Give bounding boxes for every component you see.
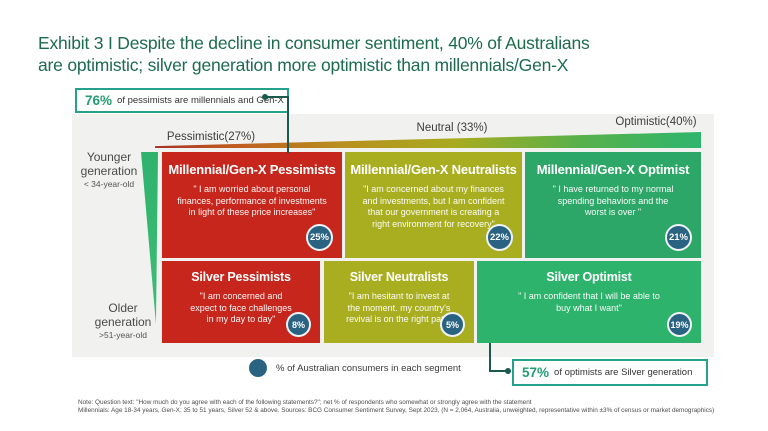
- row-label-older: Older generation >51-year-old: [84, 301, 162, 340]
- percent-badge: 5%: [440, 312, 465, 337]
- title-line-1: Exhibit 3 I Despite the decline in consu…: [38, 33, 590, 53]
- callout-pessimists: 76% of pessimists are millennials and Ge…: [75, 88, 289, 113]
- segment-title: Millennial/Gen-X Neutralists: [350, 162, 517, 177]
- segment-card-silver-neutralists: Silver Neutralists "I am hesitant to inv…: [324, 261, 474, 343]
- callout-optimists: 57% of optimists are Silver generation: [512, 359, 708, 386]
- row-label-younger-title: Younger generation: [80, 150, 138, 178]
- segment-quote: "I am concerned and expect to face chall…: [190, 291, 292, 324]
- connector-line-top-vertical: [287, 96, 289, 153]
- footnote-line-2: Millennials: Age 18-34 years, Gen-X: 35 …: [78, 407, 715, 414]
- segment-quote: " I am worried about personal finances, …: [177, 184, 327, 217]
- percent-badge: 25%: [306, 224, 333, 251]
- percent-badge: 22%: [486, 224, 513, 251]
- segment-card-mgx-optimist: Millennial/Gen-X Optimist " I have retur…: [525, 152, 701, 258]
- callout-pessimists-value: 76%: [85, 93, 113, 108]
- connector-dot-bottom: [505, 368, 511, 374]
- connector-line-bottom-horizontal: [489, 370, 509, 372]
- percent-badge: 8%: [286, 312, 311, 337]
- page-title: Exhibit 3 I Despite the decline in consu…: [38, 33, 738, 76]
- row-label-older-title: Older generation: [94, 301, 152, 329]
- segment-title: Silver Pessimists: [191, 270, 291, 284]
- segment-card-mgx-pessimists: Millennial/Gen-X Pessimists " I am worri…: [162, 152, 342, 258]
- segment-title: Silver Neutralists: [349, 270, 449, 284]
- callout-optimists-value: 57%: [522, 365, 550, 380]
- legend-circle-icon: [249, 359, 267, 377]
- segment-title: Millennial/Gen-X Optimist: [536, 162, 690, 177]
- segment-title: Millennial/Gen-X Pessimists: [168, 162, 336, 177]
- callout-optimists-text: of optimists are Silver generation: [554, 367, 693, 378]
- column-header-neutral: Neutral (33%): [416, 122, 488, 134]
- connector-line-top-horizontal: [264, 96, 289, 98]
- segment-quote: " I am confident that I will be able to …: [518, 291, 660, 313]
- column-header-optimistic: Optimistic(40%): [615, 116, 697, 128]
- row-label-younger: Younger generation < 34-year-old: [70, 150, 148, 189]
- segment-title: Silver Optimist: [546, 270, 632, 284]
- row-label-older-subtitle: >51-year-old: [99, 330, 147, 340]
- segment-card-mgx-neutralists: Millennial/Gen-X Neutralists "I am conce…: [345, 152, 522, 258]
- footnote-line-1: Note: Question text: "How much do you ag…: [78, 399, 532, 406]
- segment-quote: "I am concerned about my finances and in…: [362, 184, 505, 229]
- percent-badge: 21%: [665, 224, 692, 251]
- percent-badge: 19%: [667, 312, 692, 337]
- segment-quote: "I am hesitant to invest at the moment. …: [346, 291, 452, 324]
- segment-card-silver-optimist: Silver Optimist " I am confident that I …: [477, 261, 701, 343]
- column-header-pessimistic: Pessimistic(27%): [166, 131, 256, 143]
- row-label-younger-subtitle: < 34-year-old: [83, 179, 135, 189]
- title-line-2: are optimistic; silver generation more o…: [38, 54, 569, 75]
- callout-pessimists-text: of pessimists are millennials and Gen-X: [117, 95, 284, 106]
- legend-label: % of Australian consumers in each segmen…: [276, 363, 461, 374]
- connector-line-bottom-vertical: [489, 343, 491, 372]
- segment-quote: " I have returned to my normal spending …: [552, 184, 674, 217]
- segment-card-silver-pessimists: Silver Pessimists "I am concerned and ex…: [162, 261, 320, 343]
